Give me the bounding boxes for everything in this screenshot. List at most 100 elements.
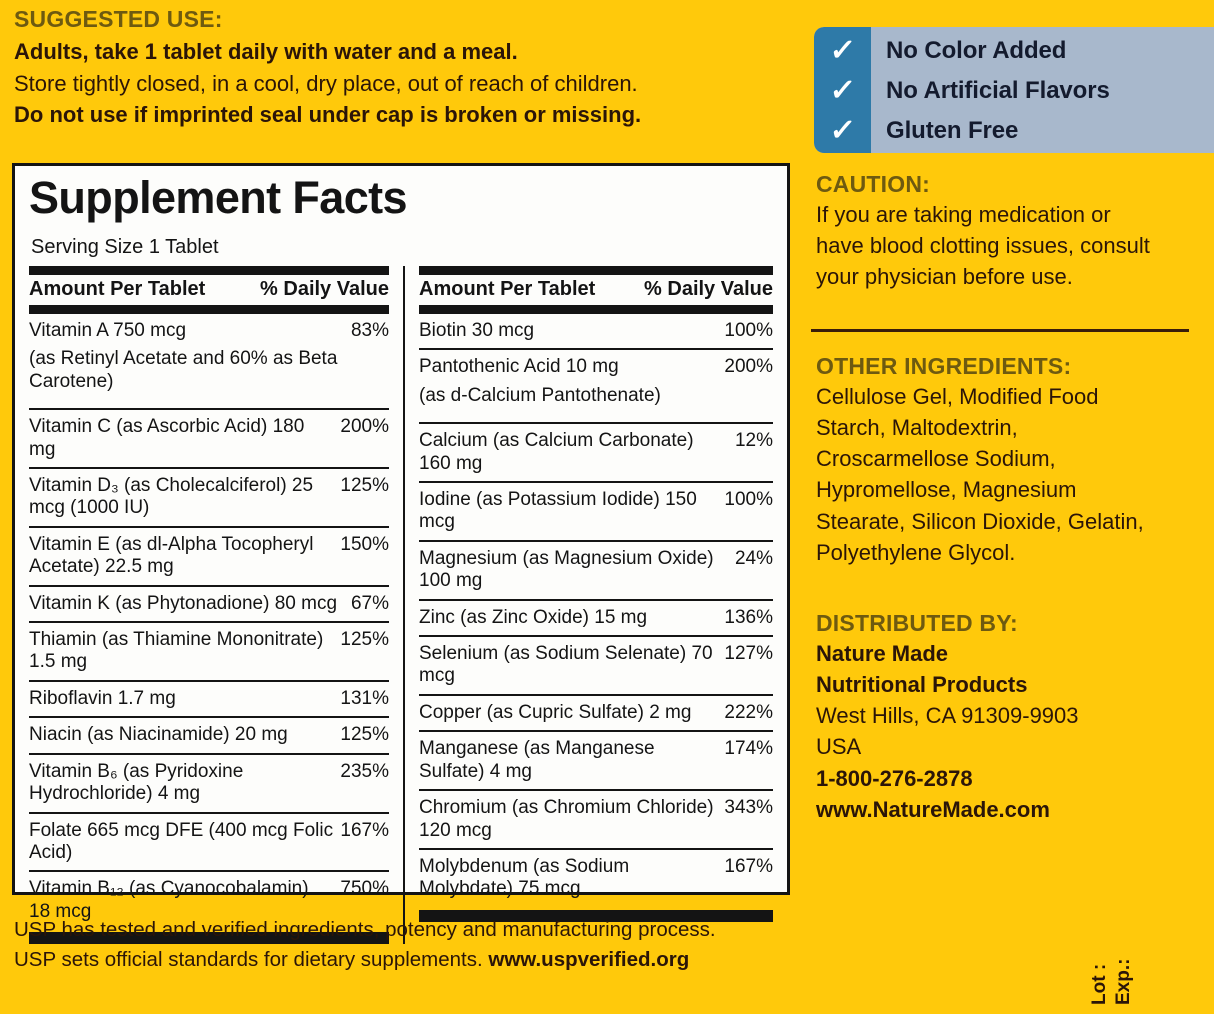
nutrient-source: (as d-Calcium Pantothenate) [419,384,661,406]
column-bottom-rule [419,909,773,922]
column-header-right: Amount Per Tablet % Daily Value [419,275,773,305]
nutrient-dv: 125% [340,629,389,651]
serving-size-text: Serving Size 1 Tablet [31,236,219,258]
row-divider [419,348,773,351]
row-divider [29,621,389,624]
nutrient-dv: 200% [340,416,389,438]
nutrient-dv: 125% [340,475,389,497]
distributed-by-heading: DISTRIBUTED BY: [816,610,1018,636]
supplement-facts-title: Supplement Facts [29,172,408,223]
nutrient-name: Thiamin (as Thiamine Mononitrate) 1.5 mg [29,629,324,673]
exp-label: Exp.: [1113,958,1134,1005]
company-address: West Hills, CA 91309-9903 [816,703,1079,729]
row-spacer [29,400,389,408]
table-row: Folate 665 mcg DFE (400 mcg Folic Acid) … [29,814,389,871]
table-row: Riboflavin 1.7 mg 131% [29,682,389,716]
nutrient-name: Vitamin B₆ (as Pyridoxine Hydrochloride)… [29,760,244,805]
check-icon: ✓ [828,74,857,108]
column-bottom-rule [29,932,389,945]
caution-line-1: If you are taking medication or [816,201,1111,227]
table-row: Chromium (as Chromium Chloride) 120 mcg … [419,791,773,848]
claim-item-no-artificial-flavors: No Artificial Flavors [886,77,1110,105]
company-name-line-2: Nutritional Products [816,671,1028,697]
other-ingredients-line-2: Starch, Maltodextrin, [816,414,1018,440]
nutrient-name: Vitamin E (as dl-Alpha Tocopheryl Acetat… [29,533,314,578]
nutrient-dv: 750% [340,878,389,900]
column-header-rule [419,305,773,314]
row-divider [29,525,389,528]
caution-line-3: your physician before use. [816,264,1073,290]
claim-item-gluten-free: Gluten Free [886,116,1019,144]
table-row: Iodine (as Potassium Iodide) 150 mcg 100… [419,483,773,540]
nutrient-dv: 167% [724,855,773,877]
check-icon: ✓ [828,113,857,147]
table-row: Vitamin E (as dl-Alpha Tocopheryl Acetat… [29,528,389,585]
nutrient-dv: 343% [724,797,773,819]
row-divider [29,467,389,470]
other-ingredients-line-3: Croscarmellose Sodium, [816,446,1056,472]
row-divider [419,481,773,484]
nutrient-name: Chromium (as Chromium Chloride) 120 mcg [419,797,714,841]
supplement-facts-column-left: Amount Per Tablet % Daily Value Vitamin … [15,266,403,945]
suggested-use-line-3: Do not use if imprinted seal under cap i… [14,101,642,127]
lot-label: Lot : [1089,963,1110,1005]
row-divider [419,635,773,638]
check-icon: ✓ [828,34,857,68]
table-row: Vitamin D₃ (as Cholecalciferol) 25 mcg (… [29,469,389,526]
table-row: Selenium (as Sodium Selenate) 70 mcg 127… [419,637,773,694]
claims-list: No Color Added No Artificial Flavors Glu… [871,27,1214,153]
nutrient-dv: 222% [724,701,773,723]
column-header-rule [29,305,389,314]
company-phone[interactable]: 1-800-276-2878 [816,765,973,791]
supplement-facts-columns: Amount Per Tablet % Daily Value Vitamin … [15,266,787,945]
column-header-amount: Amount Per Tablet [419,278,596,300]
other-ingredients-heading: OTHER INGREDIENTS: [816,353,1072,379]
table-row: Vitamin K (as Phytonadione) 80 mcg 67% [29,587,389,621]
claims-badge: ✓ ✓ ✓ No Color Added No Artificial Flavo… [814,27,1214,153]
row-spacer [419,414,773,422]
company-website[interactable]: www.NatureMade.com [816,796,1050,822]
nutrient-name: Niacin (as Niacinamide) 20 mg [29,724,288,746]
other-ingredients-line-6: Polyethylene Glycol. [816,539,1016,565]
row-divider [29,811,389,814]
lot-exp-block: Lot : Exp.: [1089,885,1163,1005]
nutrient-name: Vitamin C (as Ascorbic Acid) 180 mg [29,416,305,460]
nutrient-name: Calcium (as Calcium Carbonate) 160 mg [419,430,694,474]
table-row: Pantothenic Acid 10 mg 200% [419,350,773,384]
table-row: Thiamin (as Thiamine Mononitrate) 1.5 mg… [29,623,389,680]
nutrient-name: Biotin 30 mcg [419,320,535,341]
right-panel: ✓ ✓ ✓ No Color Added No Artificial Flavo… [808,0,1214,1014]
table-row: Vitamin A 750 mcg 83% [29,314,389,348]
nutrient-name: Selenium (as Sodium Selenate) 70 mcg [419,643,713,687]
table-row: Vitamin C (as Ascorbic Acid) 180 mg 200% [29,410,389,467]
claim-item-no-color-added: No Color Added [886,37,1067,65]
nutrient-dv: 67% [350,592,389,614]
supplement-facts-column-right: Amount Per Tablet % Daily Value Biotin 3… [403,266,787,945]
nutrient-name: Molybdenum (as Sodium Molybdate) 75 mcg [419,855,630,900]
nutrient-dv: 127% [724,643,773,665]
nutrient-dv: 167% [340,819,389,841]
suggested-use-section: SUGGESTED USE: Adults, take 1 tablet dai… [14,6,794,130]
nutrient-dv: 24% [734,547,773,569]
row-divider [29,752,389,755]
caution-line-2: have blood clotting issues, consult [816,232,1150,258]
suggested-use-heading: SUGGESTED USE: [14,6,223,32]
table-row: Biotin 30 mcg 100% [419,314,773,348]
nutrient-name: Vitamin K (as Phytonadione) 80 mcg [29,592,338,614]
suggested-use-line-1: Adults, take 1 tablet daily with water a… [14,39,518,65]
suggested-use-line-2: Store tightly closed, in a cool, dry pla… [14,70,638,96]
caution-section: CAUTION: If you are taking medication or… [816,170,1208,292]
table-row: Magnesium (as Magnesium Oxide) 100 mg 24… [419,542,773,599]
row-divider [29,870,389,873]
row-divider [419,598,773,601]
table-row: Copper (as Cupric Sulfate) 2 mg 222% [419,696,773,730]
column-top-rule [29,266,389,275]
table-row: Vitamin B₆ (as Pyridoxine Hydrochloride)… [29,755,389,812]
company-country: USA [816,734,862,760]
column-header-dv: % Daily Value [260,278,389,300]
nutrient-name: Pantothenic Acid 10 mg [419,356,619,378]
row-divider [29,679,389,682]
nutrient-name: Iodine (as Potassium Iodide) 150 mcg [419,489,697,533]
usp-verified-url[interactable]: www.uspverified.org [488,948,690,972]
